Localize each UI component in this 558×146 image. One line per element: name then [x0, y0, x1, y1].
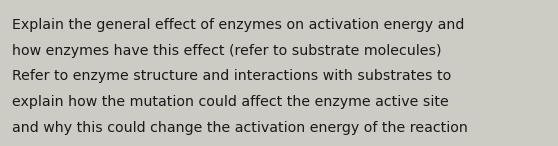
- Text: Explain the general effect of enzymes on activation energy and: Explain the general effect of enzymes on…: [12, 18, 465, 32]
- Text: and why this could change the activation energy of the reaction: and why this could change the activation…: [12, 121, 468, 135]
- Text: Refer to enzyme structure and interactions with substrates to: Refer to enzyme structure and interactio…: [12, 69, 451, 84]
- Text: explain how the mutation could affect the enzyme active site: explain how the mutation could affect th…: [12, 95, 449, 110]
- Text: how enzymes have this effect (refer to substrate molecules): how enzymes have this effect (refer to s…: [12, 44, 442, 58]
